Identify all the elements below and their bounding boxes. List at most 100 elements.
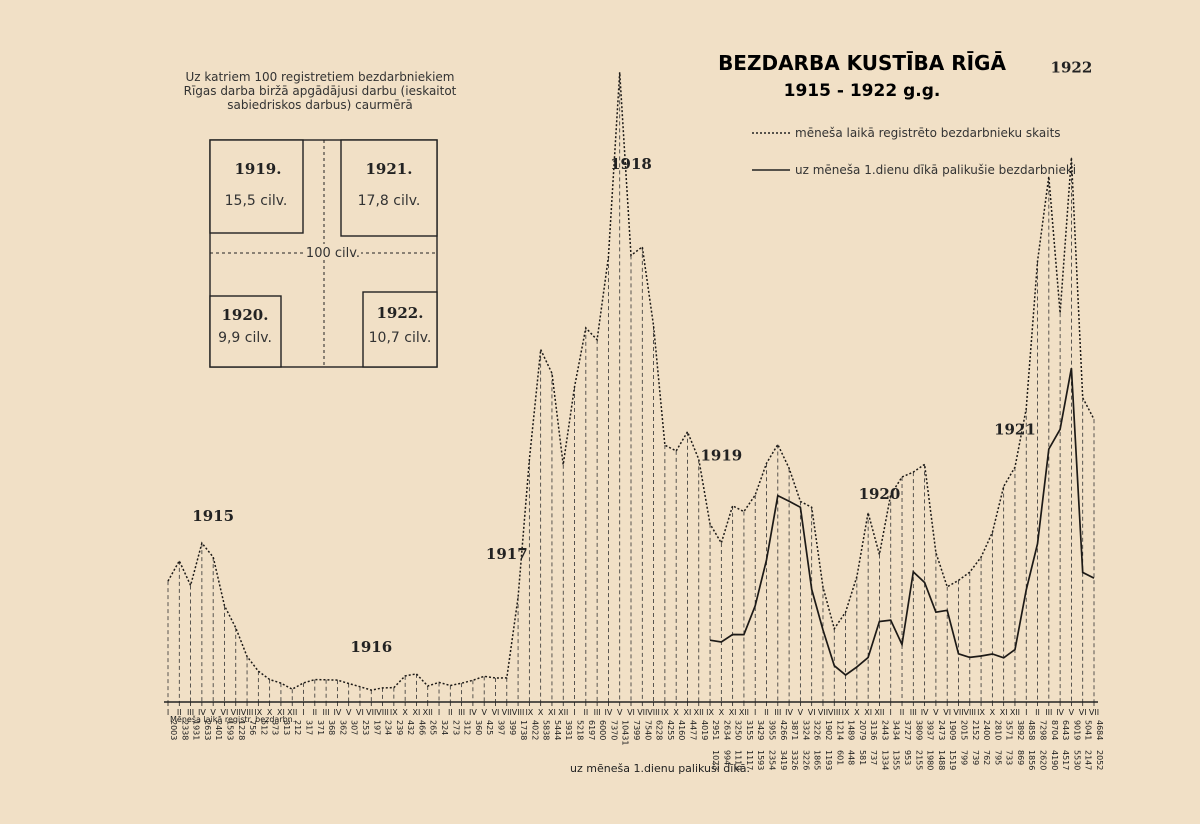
value-label-registered: 5218 [576,720,585,740]
value-label-registered: 360 [474,720,483,735]
value-label-registered: 253 [361,720,370,735]
value-label-remaining: 1334 [880,750,889,770]
month-tick-label: I [754,708,756,717]
value-label-registered: 4684 [1095,720,1104,740]
month-tick-label: III [458,708,465,717]
month-tick-label: I [890,708,892,717]
value-label-registered: 2152 [971,720,980,740]
year-label-1921: 1921 [994,421,1036,439]
row-label-registered: Mēneša laikā registr. bezdarbn. [170,714,295,724]
value-label-remaining: 2620 [1039,750,1048,770]
month-tick-label: X [990,708,996,717]
month-tick-label: II [900,708,905,717]
value-label-registered: 239 [395,720,404,735]
value-label-registered: 2400 [982,720,991,740]
month-tick-label: VI [221,708,229,717]
value-label-remaining: 448 [847,750,856,765]
value-label-registered: 2015 [959,720,968,740]
value-label-registered: 2443 [880,720,889,740]
month-tick-label: VI [1079,708,1087,717]
month-tick-label: III [910,708,917,717]
year-label-1922: 1922 [1051,58,1093,76]
value-label-remaining: 3226 [801,750,810,770]
value-label-registered: 2473 [937,720,946,740]
month-tick-label: XI [864,708,872,717]
month-tick-label: IV [604,708,612,717]
value-label-registered: 4160 [677,720,686,740]
year-label-1918: 1918 [610,155,652,173]
value-label-registered: 4858 [1027,720,1036,740]
month-tick-label: VIII [647,708,660,717]
note-text: Uz katriem 100 registretiem bezdarbnieki… [183,70,457,112]
value-label-registered: 7540 [643,720,652,740]
value-label-remaining: 799 [959,750,968,765]
month-tick-label: II [764,708,769,717]
row-label-remaining: uz mēneša 1.dienu palikuši dīkā. [570,762,750,775]
month-tick-label: VII [231,708,241,717]
month-tick-label: IX [661,708,669,717]
value-label-registered: 8704 [1050,720,1059,740]
month-tick-label: V [1069,708,1075,717]
value-label-registered: 3727 [903,720,912,740]
box-1919-year: 1919. [235,160,282,178]
value-label-registered: 1931 [192,720,201,740]
value-label-registered: 399 [508,720,517,735]
value-label-registered: 3955 [768,720,777,740]
month-tick-label: I [438,708,440,717]
value-label-registered: 756 [248,720,257,735]
month-tick-label: XII [739,708,749,717]
month-tick-label: VII [366,708,376,717]
month-tick-label: II [448,708,453,717]
month-tick-label: IV [921,708,929,717]
month-tick-label: XI [1000,708,1008,717]
value-label-registered: 1738 [519,720,528,740]
value-label-registered: 4022 [530,720,539,740]
month-tick-label: IV [1056,708,1064,717]
value-label-registered: 2633 [203,720,212,740]
box-1921-value: 17,8 cilv. [358,193,421,209]
month-tick-label: V [617,708,623,717]
box-1922-value: 10,7 cilv. [369,330,432,346]
month-tick-label: VIII [376,708,389,717]
boxes-diagram: 1919. 15,5 cilv. 1921. 17,8 cilv. 1920. … [209,139,438,368]
value-label-registered: 313 [282,720,291,735]
value-label-remaining: 1193 [824,750,833,770]
value-label-remaining: 1355 [892,750,901,770]
value-label-registered: 2338 [180,720,189,740]
box-1920-year: 1920. [222,306,269,324]
month-tick-label: II [583,708,588,717]
value-label-registered: 466 [417,720,426,735]
value-label-registered: 3324 [801,720,810,740]
value-label-registered: 6228 [655,720,664,740]
year-label-1919: 1919 [700,447,742,465]
value-label-registered: 2810 [993,720,1002,740]
month-tick-label: II [1035,708,1040,717]
month-tick-label: X [538,708,544,717]
month-tick-label: XI [413,708,421,717]
month-tick-label: I [167,708,169,717]
value-label-registered: 397 [496,720,505,735]
legend-dotted-label: mēneša laikā registrēto bezdarbnieku ska… [795,126,1061,140]
value-label-registered: 2634 [722,720,731,740]
month-tick-label: VII [637,708,647,717]
value-label-registered: 2401 [214,720,223,740]
month-tick-label: IX [706,708,714,717]
value-label-registered: 7370 [609,720,618,740]
value-label-remaining: 1593 [756,750,765,770]
month-tick-label: XII [558,708,568,717]
value-label-registered: 371 [316,720,325,735]
series-remaining-line [709,368,1095,677]
month-tick-label: III [774,708,781,717]
value-label-remaining: 739 [971,750,980,765]
month-tick-label: X [267,708,273,717]
value-label-remaining: 1519 [948,750,957,770]
month-tick-label: IV [198,708,206,717]
month-tick-label: I [573,708,575,717]
legend: mēneša laikā registrēto bezdarbnieku ska… [752,126,1076,177]
value-label-registered: 265 [429,720,438,735]
month-tick-label: VIII [963,708,976,717]
year-label-1916: 1916 [350,638,392,656]
value-label-registered: 324 [440,720,449,735]
value-label-registered: 212 [293,720,302,735]
